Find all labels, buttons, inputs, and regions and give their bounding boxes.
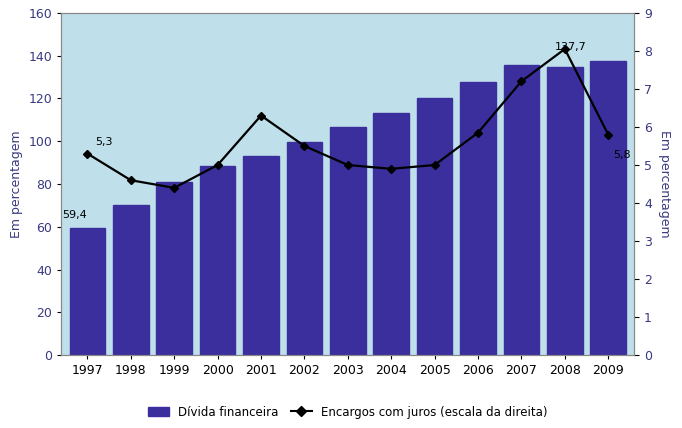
Text: 5,3: 5,3 [95, 137, 113, 147]
Text: 59,4: 59,4 [62, 210, 87, 220]
Bar [113, 205, 149, 355]
Y-axis label: Em percentagem: Em percentagem [658, 130, 671, 238]
Bar [243, 156, 279, 355]
Bar [547, 67, 582, 355]
Text: 5,8: 5,8 [613, 150, 631, 160]
Legend: Dívida financeira, Encargos com juros (escala da direita): Dívida financeira, Encargos com juros (e… [148, 406, 548, 419]
Y-axis label: Em percentagem: Em percentagem [10, 130, 23, 238]
Bar [156, 182, 192, 355]
Bar [200, 166, 235, 355]
Bar [286, 142, 322, 355]
Bar [417, 98, 452, 355]
Bar [591, 61, 626, 355]
Text: 137,7: 137,7 [554, 42, 587, 52]
Bar [460, 82, 496, 355]
Bar [330, 127, 366, 355]
Bar [374, 113, 409, 355]
Bar [70, 228, 105, 355]
Bar [503, 65, 539, 355]
